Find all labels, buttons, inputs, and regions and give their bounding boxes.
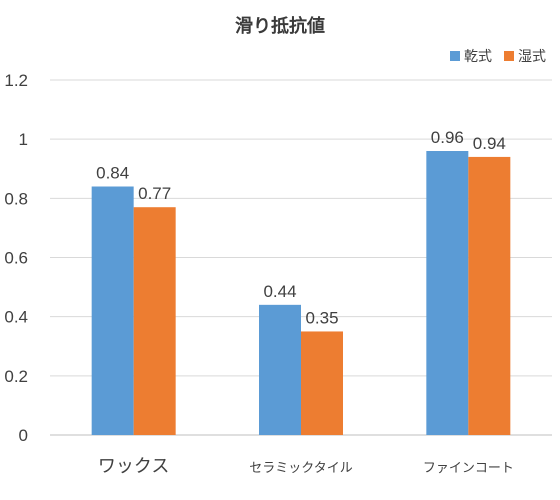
legend-item-wet: 湿式 <box>504 46 546 66</box>
y-tick-label: 1.2 <box>4 71 28 90</box>
y-tick-label: 0.6 <box>4 249 28 268</box>
bar-dry <box>259 304 301 435</box>
legend-label-dry: 乾式 <box>464 49 492 65</box>
data-label: 0.77 <box>138 184 171 203</box>
legend-swatch-wet <box>504 51 514 61</box>
bar-wet <box>468 156 511 435</box>
chart-title: 滑り抵抗値 <box>235 16 325 37</box>
x-tick-label: ファインコート <box>423 460 514 475</box>
bar-dry <box>426 151 469 435</box>
data-label: 0.96 <box>431 128 464 147</box>
x-tick-label: セラミックタイル <box>249 460 352 475</box>
data-label: 0.94 <box>473 134 506 153</box>
y-tick-label: 1 <box>19 130 28 149</box>
y-tick-label: 0 <box>19 426 28 445</box>
y-tick-label: 0.8 <box>4 189 28 208</box>
legend: 乾式 湿式 <box>450 46 546 66</box>
x-tick-label: ワックス <box>98 456 169 476</box>
bar-wet <box>133 207 176 435</box>
data-label: 0.44 <box>263 282 296 301</box>
bar-dry <box>91 186 134 435</box>
legend-item-dry: 乾式 <box>450 46 492 66</box>
y-tick-label: 0.4 <box>4 308 28 327</box>
legend-label-wet: 湿式 <box>518 49 546 65</box>
data-label: 0.84 <box>96 164 129 183</box>
bar-wet <box>301 331 343 435</box>
data-label: 0.35 <box>305 308 338 327</box>
legend-swatch-dry <box>450 51 460 61</box>
y-tick-label: 0.2 <box>4 367 28 386</box>
